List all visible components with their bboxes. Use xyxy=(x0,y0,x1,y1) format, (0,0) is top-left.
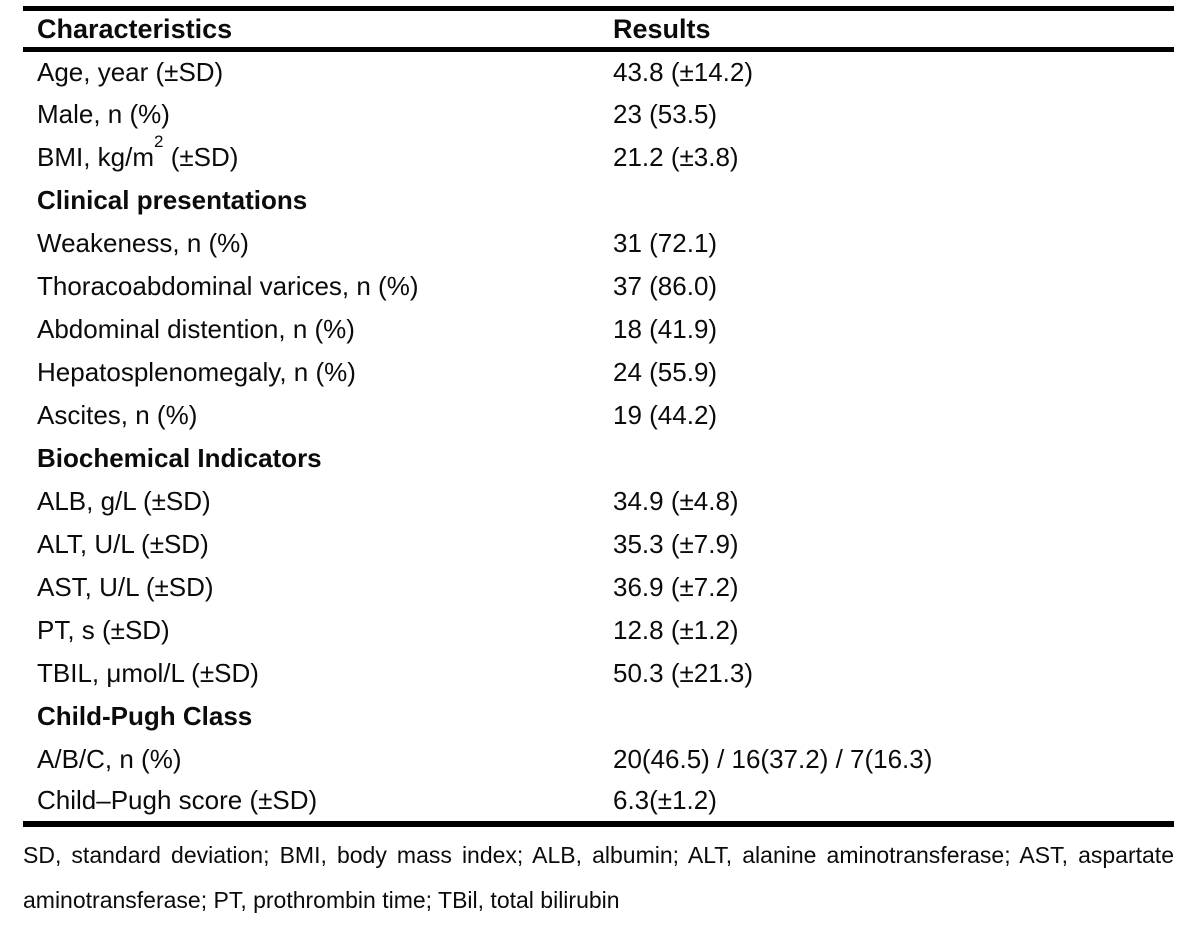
table-row: A/B/C, n (%) 20(46.5) / 16(37.2) / 7(16.… xyxy=(23,738,1174,781)
row-label: Male, n (%) xyxy=(37,98,170,129)
row-value: 34.9 (±4.8) xyxy=(613,485,739,516)
section-label: Biochemical Indicators xyxy=(37,442,322,473)
label-text: BMI, kg/m xyxy=(37,141,155,172)
table-row: Child–Pugh score (±SD) 6.3(±1.2) xyxy=(23,781,1174,824)
section-label: Child-Pugh Class xyxy=(37,700,253,731)
column-header-results: Results xyxy=(613,8,1174,52)
row-label: Thoracoabdominal varices, n (%) xyxy=(37,270,419,301)
section-label: Clinical presentations xyxy=(37,184,308,215)
table-row: Hepatosplenomegaly, n (%) 24 (55.9) xyxy=(23,351,1174,394)
row-label: Age, year (±SD) xyxy=(37,56,224,87)
row-value: 6.3(±1.2) xyxy=(613,785,717,815)
table-row: ALT, U/L (±SD) 35.3 (±7.9) xyxy=(23,523,1174,566)
row-value: 37 (86.0) xyxy=(613,270,718,301)
row-value: 24 (55.9) xyxy=(613,356,718,387)
row-label: PT, s (±SD) xyxy=(37,614,170,645)
row-value: 18 (41.9) xyxy=(613,313,718,344)
row-label: AST, U/L (±SD) xyxy=(37,571,214,602)
row-label: Hepatosplenomegaly, n (%) xyxy=(37,356,356,387)
superscript-2: 2 xyxy=(154,131,164,151)
row-value: 20(46.5) / 16(37.2) / 7(16.3) xyxy=(613,743,933,774)
header-row: Characteristics Results xyxy=(23,8,1174,52)
section-row: Biochemical Indicators xyxy=(23,437,1174,480)
row-label: Abdominal distention, n (%) xyxy=(37,313,355,344)
row-label: Ascites, n (%) xyxy=(37,399,198,430)
table-row: ALB, g/L (±SD) 34.9 (±4.8) xyxy=(23,480,1174,523)
column-header-characteristics: Characteristics xyxy=(23,8,613,52)
section-row: Child-Pugh Class xyxy=(23,695,1174,738)
label-text: (±SD) xyxy=(163,141,239,172)
table-row: Abdominal distention, n (%) 18 (41.9) xyxy=(23,308,1174,351)
row-label: ALB, g/L (±SD) xyxy=(37,485,211,516)
row-value: 31 (72.1) xyxy=(613,227,718,258)
row-value: 19 (44.2) xyxy=(613,399,718,430)
row-value: 35.3 (±7.9) xyxy=(613,528,739,559)
characteristics-table: Characteristics Results Age, year (±SD) … xyxy=(23,6,1174,827)
row-value: 21.2 (±3.8) xyxy=(613,141,739,172)
table-row: Ascites, n (%) 19 (44.2) xyxy=(23,394,1174,437)
table-row: TBIL, μmol/L (±SD) 50.3 (±21.3) xyxy=(23,652,1174,695)
row-label: ALT, U/L (±SD) xyxy=(37,528,209,559)
row-label: A/B/C, n (%) xyxy=(37,743,182,774)
row-label: BMI, kg/m2 (±SD) xyxy=(23,133,613,179)
table-row: PT, s (±SD) 12.8 (±1.2) xyxy=(23,609,1174,652)
table-row: Weakeness, n (%) 31 (72.1) xyxy=(23,222,1174,265)
row-label: TBIL, μmol/L (±SD) xyxy=(37,657,259,688)
row-value: 43.8 (±14.2) xyxy=(613,56,754,87)
table-row: Thoracoabdominal varices, n (%) 37 (86.0… xyxy=(23,265,1174,308)
abbreviations-footnote: SD, standard deviation; BMI, body mass i… xyxy=(23,841,1174,913)
row-label: Weakeness, n (%) xyxy=(37,227,249,258)
table-row: BMI, kg/m2 (±SD) 21.2 (±3.8) xyxy=(23,133,1174,179)
table-row: Age, year (±SD) 43.8 (±14.2) xyxy=(23,50,1174,93)
row-value: 12.8 (±1.2) xyxy=(613,614,739,645)
table-row: Male, n (%) 23 (53.5) xyxy=(23,93,1174,136)
row-value xyxy=(613,695,1174,738)
row-value: 36.9 (±7.2) xyxy=(613,571,739,602)
row-value: 50.3 (±21.3) xyxy=(613,657,754,688)
row-value: 23 (53.5) xyxy=(613,98,718,129)
section-row: Clinical presentations xyxy=(23,179,1174,222)
row-value xyxy=(613,437,1174,480)
row-label: Child–Pugh score (±SD) xyxy=(37,785,318,815)
table-row: AST, U/L (±SD) 36.9 (±7.2) xyxy=(23,566,1174,609)
row-value xyxy=(613,179,1174,222)
